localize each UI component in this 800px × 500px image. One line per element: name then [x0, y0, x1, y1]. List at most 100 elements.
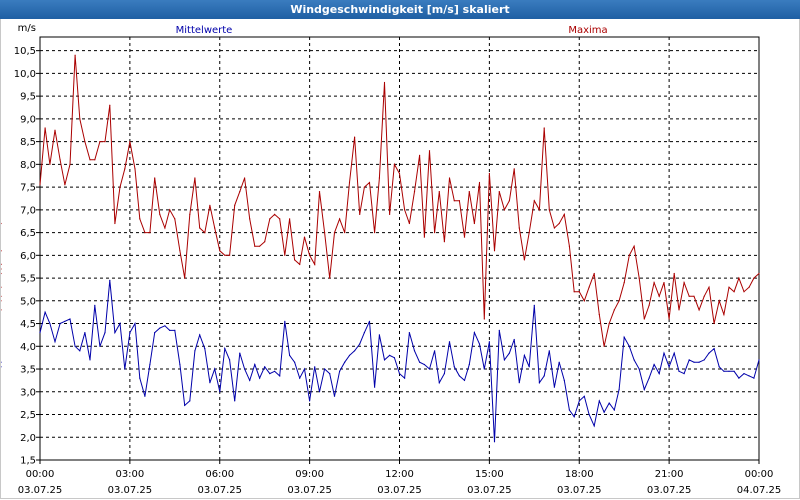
data-point-mittelwerte	[583, 395, 585, 397]
data-point-mittelwerte	[748, 375, 750, 377]
data-point-mittelwerte	[49, 322, 51, 325]
data-point-mittelwerte	[344, 361, 346, 363]
data-point-maxima	[134, 168, 136, 170]
data-point-maxima	[274, 213, 276, 215]
data-point-maxima	[468, 191, 470, 193]
data-point-maxima	[389, 213, 391, 215]
data-point-maxima	[404, 209, 406, 211]
data-point-mittelwerte	[194, 350, 196, 352]
data-point-maxima	[348, 181, 351, 184]
y-axis-label: m/s	[18, 23, 36, 34]
y-tick-label: 1,5	[20, 456, 36, 467]
window-title: Windgeschwindigkeit [m/s] skaliert	[0, 0, 800, 19]
data-point-mittelwerte	[658, 373, 660, 375]
data-point-maxima	[413, 191, 416, 193]
y-tick-label: 2,0	[20, 433, 36, 444]
data-point-mittelwerte	[154, 332, 156, 334]
y-tick-label: 7,0	[20, 205, 36, 216]
data-point-maxima	[269, 218, 271, 220]
x-tick-time: 00:00	[26, 469, 55, 480]
data-point-maxima	[89, 159, 91, 161]
data-point-maxima	[324, 232, 326, 234]
y-tick-label: 9,0	[20, 114, 36, 125]
data-point-mittelwerte	[159, 327, 161, 329]
data-point-maxima	[603, 345, 605, 347]
data-point-mittelwerte	[134, 322, 136, 325]
data-point-mittelwerte	[279, 375, 281, 377]
x-tick-date: 03.07.25	[467, 485, 512, 496]
data-point-mittelwerte	[179, 363, 181, 366]
data-point-maxima	[1, 268, 2, 270]
data-point-mittelwerte	[613, 409, 615, 411]
data-point-mittelwerte	[753, 377, 755, 379]
data-point-mittelwerte	[498, 329, 500, 331]
data-point-maxima	[428, 150, 431, 152]
data-point-maxima	[69, 163, 71, 165]
data-point-maxima	[374, 232, 376, 234]
data-point-maxima	[568, 245, 571, 247]
data-point-mittelwerte	[693, 361, 695, 363]
data-point-mittelwerte	[623, 336, 625, 338]
data-point-mittelwerte	[144, 395, 146, 397]
data-point-mittelwerte	[478, 343, 481, 345]
data-point-mittelwerte	[1, 366, 2, 368]
data-point-maxima	[44, 127, 46, 129]
data-point-mittelwerte	[374, 386, 376, 388]
data-point-mittelwerte	[708, 352, 710, 354]
data-point-maxima	[309, 254, 311, 256]
data-point-maxima	[553, 227, 556, 229]
data-point-mittelwerte	[473, 332, 475, 334]
data-point-maxima	[613, 309, 615, 311]
data-point-mittelwerte	[254, 363, 256, 366]
x-tick-date: 03.07.25	[18, 485, 63, 496]
data-point-maxima	[483, 318, 485, 320]
data-point-maxima	[513, 168, 515, 170]
data-point-mittelwerte	[628, 345, 630, 347]
data-point-mittelwerte	[224, 348, 226, 350]
data-point-maxima	[139, 218, 141, 220]
data-point-mittelwerte	[653, 363, 655, 366]
data-point-mittelwerte	[229, 359, 231, 361]
data-point-maxima	[329, 277, 331, 279]
data-point-maxima	[548, 209, 550, 211]
data-point-maxima	[748, 286, 750, 288]
data-point-maxima	[563, 213, 565, 215]
data-point-maxima	[448, 177, 451, 179]
data-point-mittelwerte	[139, 377, 141, 379]
data-point-mittelwerte	[598, 400, 600, 402]
data-point-maxima	[713, 322, 715, 325]
data-point-mittelwerte	[239, 352, 241, 354]
data-point-mittelwerte	[743, 373, 745, 375]
chart-frame: 10,5 10,0 9,5 9,0 8,5 8,0 7,5 7,0 6,5 6,0 5,5 5,0 4,…	[0, 19, 800, 499]
data-point-mittelwerte	[354, 350, 356, 352]
data-point-maxima	[209, 204, 211, 206]
data-point-mittelwerte	[393, 357, 395, 359]
data-point-mittelwerte	[404, 377, 406, 379]
data-point-mittelwerte	[718, 366, 720, 368]
x-tick-time: 06:00	[205, 469, 234, 480]
data-point-maxima	[398, 172, 401, 175]
y-tick-label: 9,5	[20, 92, 36, 103]
data-point-mittelwerte	[44, 311, 46, 313]
data-point-mittelwerte	[468, 363, 470, 366]
data-point-maxima	[668, 318, 670, 320]
legend-maxima: Maxima	[568, 25, 607, 36]
data-point-mittelwerte	[573, 416, 575, 418]
data-point-mittelwerte	[244, 368, 246, 370]
data-point-mittelwerte	[289, 354, 291, 356]
data-point-mittelwerte	[668, 366, 670, 368]
data-point-maxima	[543, 127, 545, 129]
data-point-mittelwerte	[638, 368, 640, 370]
data-point-maxima	[214, 227, 216, 229]
data-point-maxima	[663, 282, 665, 284]
y-tick-label: 10,0	[14, 69, 36, 80]
data-point-maxima	[94, 159, 96, 161]
data-point-mittelwerte	[688, 359, 690, 361]
y-tick-label: 5,0	[20, 296, 36, 307]
y-tick-label: 4,5	[20, 319, 36, 330]
data-point-maxima	[99, 141, 101, 143]
data-point-mittelwerte	[149, 363, 151, 366]
data-point-mittelwerte	[249, 379, 251, 381]
data-point-maxima	[623, 282, 625, 284]
data-point-maxima	[219, 250, 221, 252]
